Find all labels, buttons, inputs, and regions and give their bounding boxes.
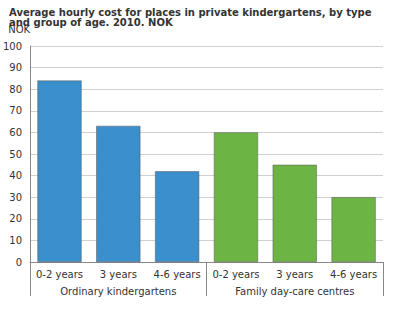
svg-text:0-2 years: 0-2 years xyxy=(36,269,83,280)
svg-text:10: 10 xyxy=(9,235,22,246)
svg-text:Family day-care centres: Family day-care centres xyxy=(235,286,354,297)
svg-text:0: 0 xyxy=(16,257,22,268)
svg-text:3 years: 3 years xyxy=(100,269,137,280)
svg-text:100: 100 xyxy=(3,41,22,52)
svg-text:4-6 years: 4-6 years xyxy=(330,269,377,280)
svg-text:80: 80 xyxy=(9,84,22,95)
svg-text:Average hourly cost for places: Average hourly cost for places in privat… xyxy=(9,6,375,18)
svg-text:0-2 years: 0-2 years xyxy=(212,269,259,280)
svg-text:70: 70 xyxy=(9,105,22,116)
svg-text:90: 90 xyxy=(9,62,22,73)
svg-text:60: 60 xyxy=(9,127,22,138)
svg-text:3 years: 3 years xyxy=(276,269,313,280)
svg-text:NOK: NOK xyxy=(8,23,31,35)
svg-text:50: 50 xyxy=(9,149,22,160)
svg-text:Ordinary kindergartens: Ordinary kindergartens xyxy=(60,286,176,297)
svg-text:20: 20 xyxy=(9,213,22,224)
svg-text:30: 30 xyxy=(9,192,22,203)
svg-text:4-6 years: 4-6 years xyxy=(154,269,201,280)
svg-text:and group of age. 2010. NOK: and group of age. 2010. NOK xyxy=(9,17,174,28)
svg-text:40: 40 xyxy=(9,170,22,181)
